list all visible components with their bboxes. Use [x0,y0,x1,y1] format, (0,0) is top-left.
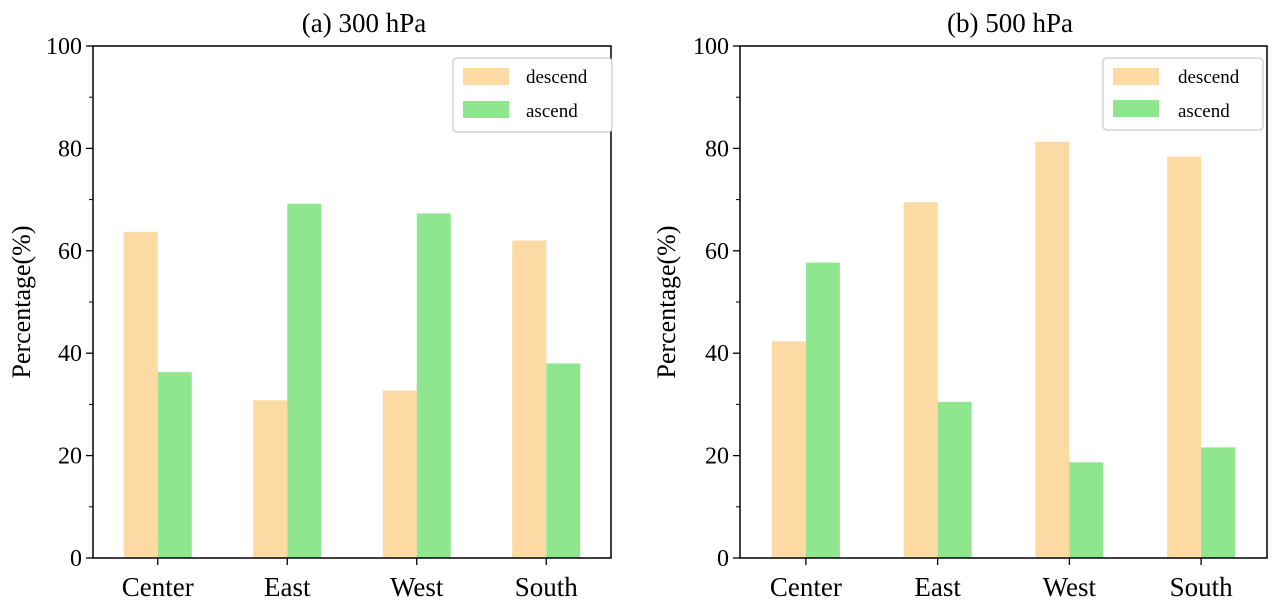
panel-b-x-ticks: Center East West South [770,558,1233,602]
panel-a-bar-descend-south [512,240,547,558]
panel-a-x-tick-label-center: Center [122,572,194,602]
panel-a-legend: descend ascend [452,57,613,133]
panel-b-legend-swatch-descend [1113,68,1159,85]
panel-a-y-tick-label: 100 [46,34,82,60]
panel-a-bar-descend-east [253,400,288,558]
panel-a-bar-ascend-east [287,203,322,558]
panel-a-bars [123,203,581,559]
panel-b-legend-swatch-ascend [1113,100,1159,117]
panel-b-x-tick-label-south: South [1170,572,1234,602]
panel-a-y-tick-label: 20 [58,444,82,470]
panel-a-plot-area: 0 20 40 60 80 100 Center East West South descend… [46,34,613,602]
panel-a-legend-label-ascend: ascend [526,101,578,122]
panel-b-bar-descend-south [1167,156,1202,558]
panel-a-bar-ascend-west [416,213,451,559]
panel-a-legend-swatch-ascend [463,101,509,118]
panel-b-plot-area: 0 20 40 60 80 100 Center East West South descend… [693,34,1268,602]
panel-b-axes-frame [739,45,1268,559]
panel-b-bar-ascend-west [1069,462,1104,558]
panel-b-bar-ascend-east [937,401,972,558]
panel-b-bar-descend-center [771,341,806,558]
panel-b-y-tick-label: 20 [705,444,729,470]
panel-b-bar-ascend-south [1201,447,1236,558]
panel-b-bars [771,141,1236,559]
panel-b-x-tick-label-west: West [1043,572,1097,602]
panel-b-title: (b) 500 hPa [947,8,1073,38]
panel-a-x-tick-label-east: East [264,572,311,602]
panel-a-axes-frame [92,45,612,559]
panel-a-bar-ascend-center [157,372,192,558]
panel-b-y-ticks: 0 20 40 60 80 100 [693,34,740,572]
panel-a-y-tick-label: 60 [58,239,82,265]
panel-a-y-tick-label: 0 [70,546,82,572]
panel-a-bar-ascend-south [546,363,581,558]
panel-b-bar-ascend-center [805,262,840,558]
panel-b-bar-descend-west [1035,141,1070,559]
panel-b-x-tick-label-east: East [914,572,961,602]
panel-b-y-tick-label: 100 [693,34,729,60]
panel-a-legend-label-descend: descend [526,67,588,88]
panel-a-x-tick-label-south: South [515,572,579,602]
panel-a-y-tick-label: 40 [58,341,82,367]
panel-a-y-tick-label: 80 [58,136,82,162]
panel-b-y-tick-label: 40 [705,341,729,367]
panel-a-x-ticks: Center East West South [122,558,578,602]
panel-a-y-axis-label: Percentage(%) [7,225,36,378]
panel-a-title: (a) 300 hPa [302,8,426,38]
panel-b-legend: descend ascend [1102,57,1264,131]
panel-b-legend-label-descend: descend [1178,67,1240,88]
panel-b: (b) 500 hPa Percentage(%) 0 20 40 60 80 100 C… [652,8,1268,602]
panel-b-x-tick-label-center: Center [770,572,842,602]
panel-a-y-ticks: 0 20 40 60 80 100 [46,34,93,572]
panel-a-bar-descend-center [123,231,158,559]
panel-a: (a) 300 hPa Percentage(%) 0 20 40 60 80 100 C… [7,8,613,602]
panel-b-bar-descend-east [903,202,938,558]
panel-b-y-tick-label: 60 [705,239,729,265]
panel-a-x-tick-label-west: West [390,572,444,602]
panel-b-y-tick-label: 80 [705,136,729,162]
panel-b-y-tick-label: 0 [717,546,729,572]
panel-b-legend-label-ascend: ascend [1178,101,1230,122]
panel-a-legend-swatch-descend [463,68,509,85]
panel-a-bar-descend-west [382,390,417,558]
panel-b-y-axis-label: Percentage(%) [652,225,681,378]
